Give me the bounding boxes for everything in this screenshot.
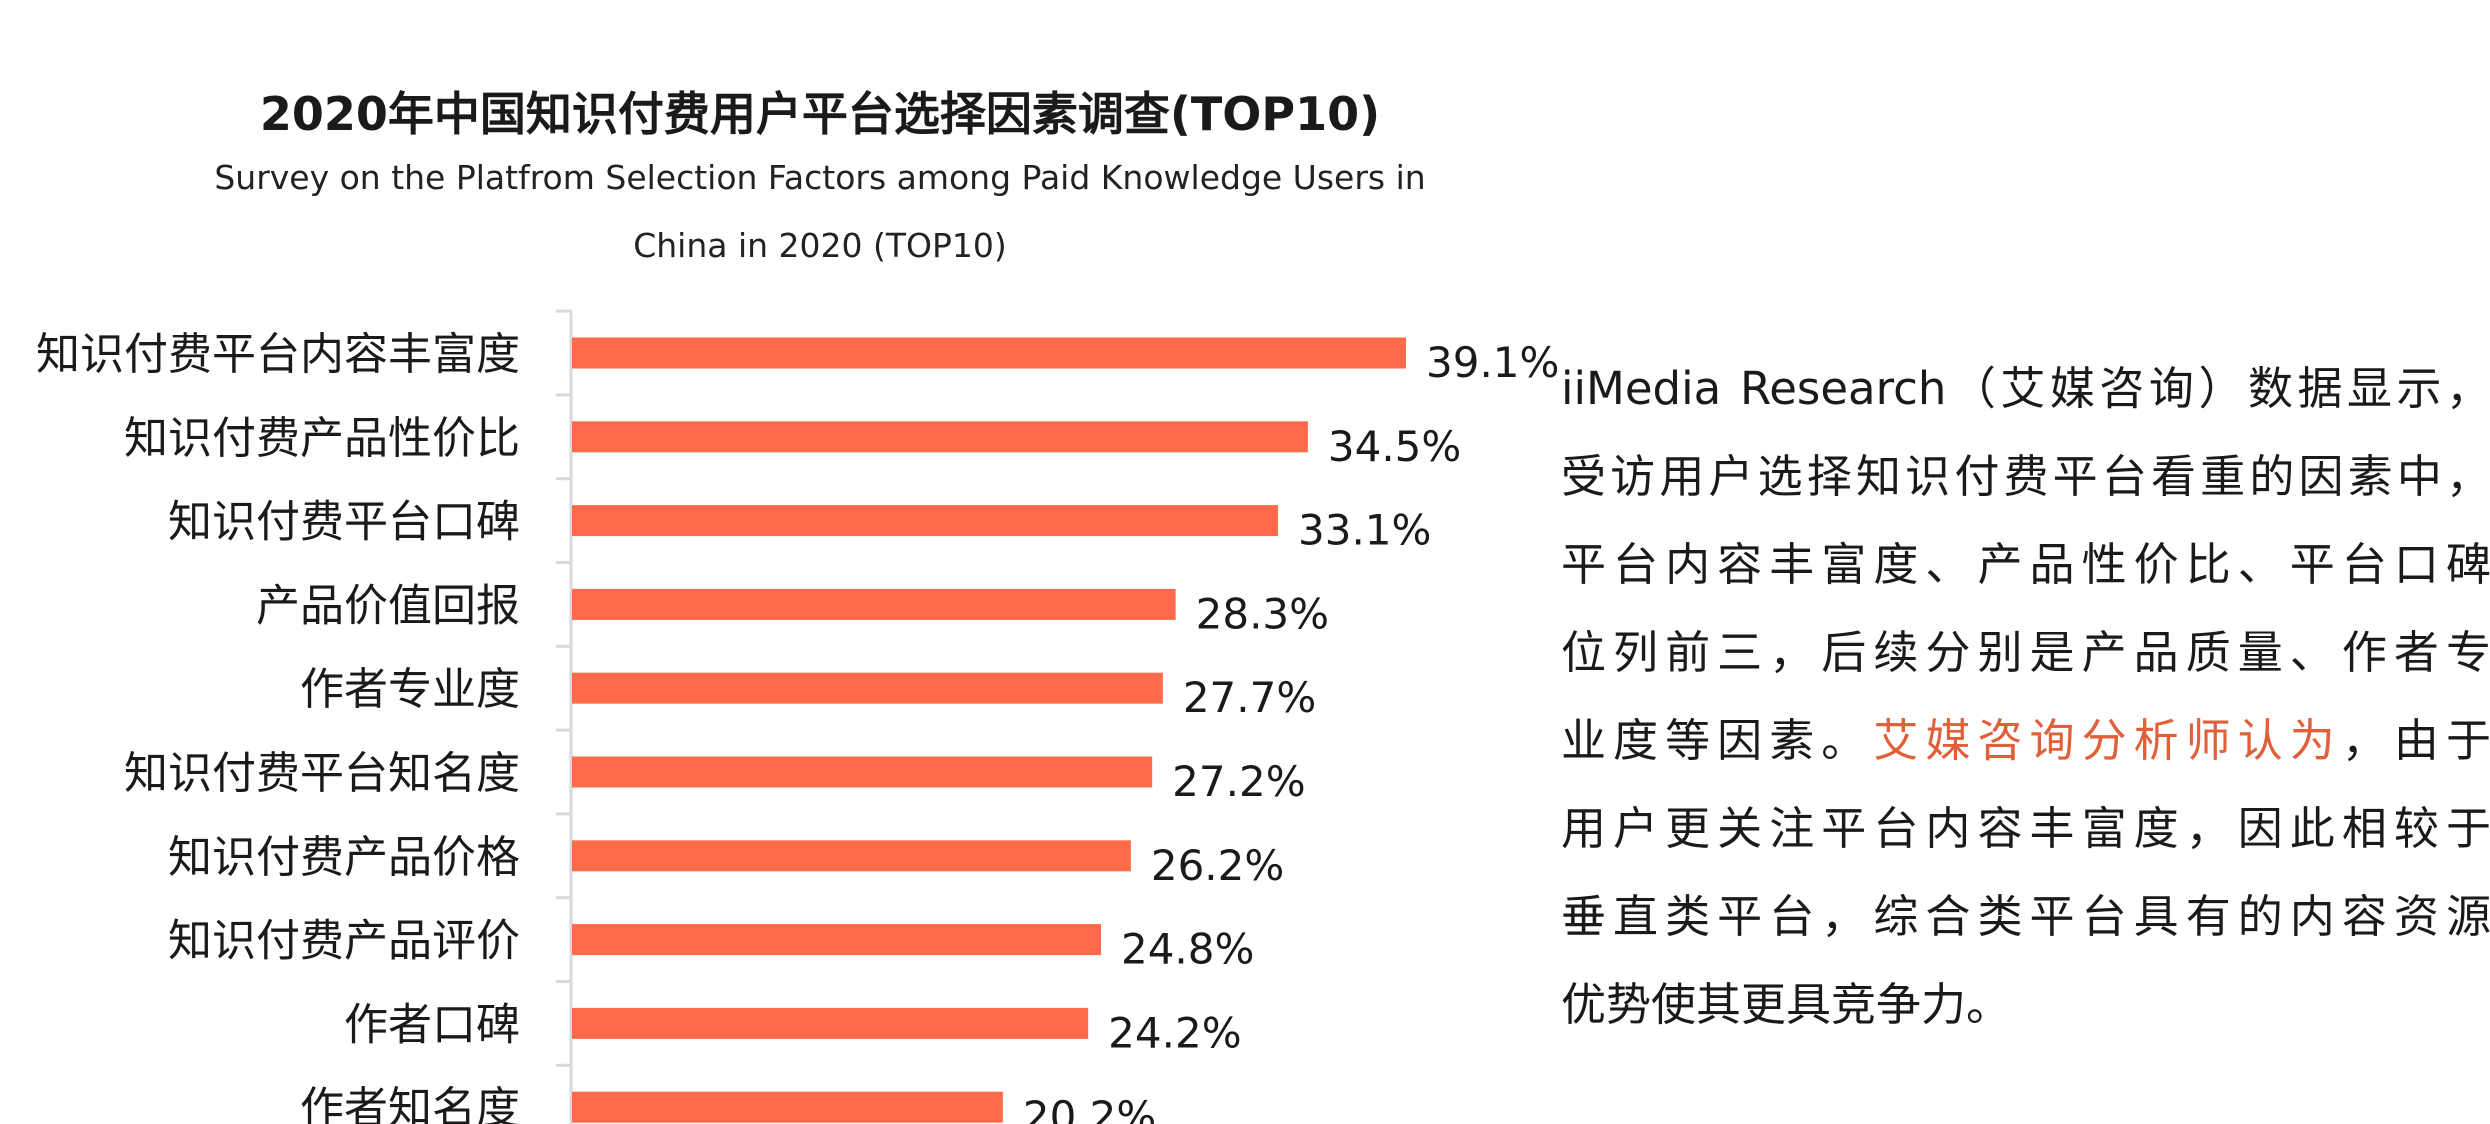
commentary-line: 垂直类平台，综合类平台具有的内容资源 (1561, 873, 2490, 961)
bar (572, 1007, 1089, 1039)
commentary-line: 用户更关注平台内容丰富度，因此相较于 (1561, 785, 2490, 873)
value-label: 34.5% (1328, 422, 1461, 471)
value-label: 39.1% (1426, 338, 1559, 387)
value-label: 27.7% (1183, 673, 1316, 722)
commentary-text: 业度等因素。 (1561, 714, 1874, 767)
category-label: 知识付费平台知名度 (124, 748, 520, 799)
category-label: 作者知名度 (300, 1083, 520, 1124)
bar (572, 924, 1101, 956)
value-label: 33.1% (1298, 506, 1431, 555)
commentary-line: 平台内容丰富度、产品性价比、平台口碑 (1561, 521, 2490, 609)
category-label: 知识付费平台口碑 (168, 497, 520, 548)
bar (572, 505, 1279, 537)
category-label: 知识付费产品价格 (168, 832, 520, 883)
commentary-text: 受访用户选择知识付费平台看重的因素中， (1561, 450, 2490, 503)
category-label: 作者专业度 (300, 664, 520, 715)
bar (572, 756, 1153, 788)
value-label: 24.2% (1108, 1008, 1241, 1057)
value-label: 28.3% (1196, 589, 1329, 638)
category-label: 知识付费产品性价比 (124, 413, 520, 464)
commentary-text: ，由于 (2341, 714, 2490, 767)
commentary-text: 优势使其更具竞争力。 (1561, 978, 2012, 1031)
commentary-text: 用户更关注平台内容丰富度，因此相较于 (1561, 802, 2490, 855)
value-label: 20.2% (1023, 1092, 1156, 1124)
bar (572, 421, 1308, 453)
commentary-text: iiMedia Research（艾媒咨询）数据显示， (1561, 362, 2490, 415)
commentary-text: 位列前三，后续分别是产品质量、作者专 (1561, 626, 2490, 679)
bar (572, 337, 1406, 369)
category-label: 知识付费平台内容丰富度 (36, 329, 520, 380)
commentary-paragraph: iiMedia Research（艾媒咨询）数据显示， 受访用户选择知识付费平台看… (1561, 345, 2490, 1049)
bar (572, 1091, 1003, 1123)
bar (572, 588, 1176, 620)
category-label: 知识付费产品评价 (168, 916, 520, 967)
chart-subtitle-line-1: Survey on the Platfrom Selection Factors… (214, 158, 1426, 197)
value-label: 26.2% (1151, 841, 1284, 890)
category-label: 产品价值回报 (256, 580, 520, 631)
bar-chart: 知识付费平台内容丰富度 39.1% 知识付费产品性价比 34.5% 知识付费平台口碑 33… (36, 309, 1559, 1124)
commentary-line: 位列前三，后续分别是产品质量、作者专 (1561, 609, 2490, 697)
chart-title: 2020年中国知识付费用户平台选择因素调查(TOP10) (259, 87, 1381, 141)
commentary-text: 垂直类平台，综合类平台具有的内容资源 (1561, 890, 2490, 943)
commentary-line: 优势使其更具竞争力。 (1561, 961, 2490, 1049)
commentary-text: 平台内容丰富度、产品性价比、平台口碑 (1561, 538, 2490, 591)
chart-subtitle-line-2: China in 2020 (TOP10) (633, 226, 1007, 265)
category-label: 作者口碑 (344, 999, 520, 1050)
commentary-line: 业度等因素。艾媒咨询分析师认为，由于 (1561, 697, 2490, 785)
commentary-line: 受访用户选择知识付费平台看重的因素中， (1561, 433, 2490, 521)
value-label: 27.2% (1172, 757, 1305, 806)
commentary-line: iiMedia Research（艾媒咨询）数据显示， (1561, 345, 2490, 433)
bar (572, 840, 1131, 872)
highlighted-text: 艾媒咨询分析师认为 (1873, 714, 2342, 767)
value-label: 24.8% (1121, 925, 1254, 974)
bar (572, 672, 1163, 704)
